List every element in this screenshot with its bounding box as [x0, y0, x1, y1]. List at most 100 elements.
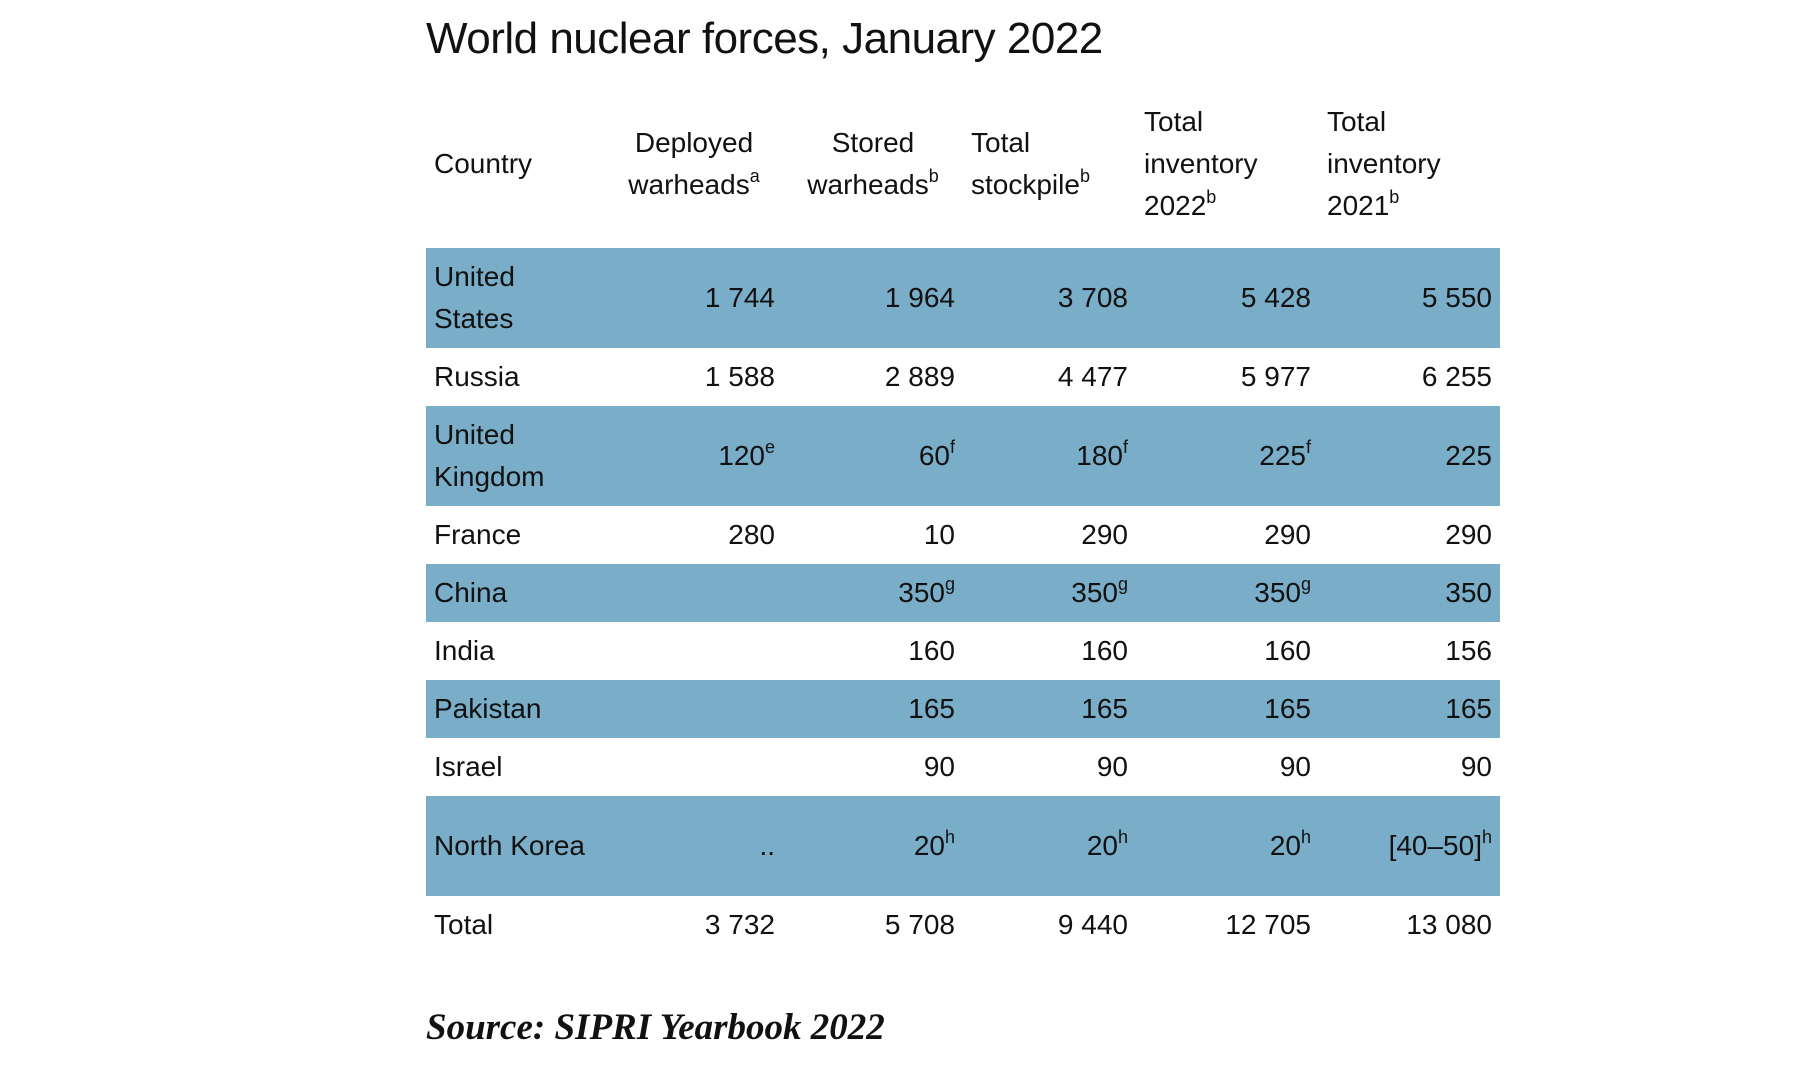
table-row-israel: Israel 90 90 90 90 — [426, 738, 1500, 796]
footnote-marker: h — [1481, 826, 1492, 847]
column-header-stockpile: Total stockpileb — [963, 80, 1136, 248]
cell-value: 160 — [1081, 635, 1128, 666]
table-row-china: China 350g 350g 350g 350 — [426, 564, 1500, 622]
cell-value: 280 — [728, 519, 775, 550]
cell-value: 2 889 — [884, 361, 955, 392]
value-cell: 12 705 — [1136, 896, 1319, 954]
value-cell — [605, 680, 783, 738]
cell-value: 160 — [908, 635, 955, 666]
value-cell: 9 440 — [963, 896, 1136, 954]
footnote-marker: b — [1389, 186, 1400, 207]
value-cell: 160 — [1136, 622, 1319, 680]
value-cell: 290 — [1319, 506, 1500, 564]
footnote-marker: h — [1117, 826, 1128, 847]
value-cell: 90 — [963, 738, 1136, 796]
column-header-inventory-2022: Total inventory 2022b — [1136, 80, 1319, 248]
cell-value: 165 — [1264, 693, 1311, 724]
value-cell: 165 — [963, 680, 1136, 738]
table-row-total: Total 3 732 5 708 9 440 12 705 13 080 — [426, 896, 1500, 954]
cell-value: 90 — [1460, 751, 1492, 782]
cell-value: 5 977 — [1240, 361, 1311, 392]
table-row-russia: Russia 1 588 2 889 4 477 5 977 6 255 — [426, 348, 1500, 406]
footnote-marker: g — [1117, 573, 1128, 594]
value-cell: 5 977 — [1136, 348, 1319, 406]
cell-value: 225 — [1259, 440, 1306, 471]
value-cell: 165 — [1319, 680, 1500, 738]
cell-value: 290 — [1264, 519, 1311, 550]
cell-value: 60 — [918, 440, 950, 471]
cell-value: 90 — [1279, 751, 1311, 782]
nuclear-forces-table: Country Deployed warheadsa Stored warhea… — [426, 80, 1500, 954]
value-cell: 90 — [783, 738, 963, 796]
cell-value: 10 — [923, 519, 955, 550]
table-row-france: France 280 10 290 290 290 — [426, 506, 1500, 564]
value-cell: 290 — [1136, 506, 1319, 564]
value-cell: 160 — [963, 622, 1136, 680]
cell-value: [40–50] — [1388, 830, 1482, 861]
cell-value: 5 708 — [884, 909, 955, 940]
table-body: United States 1 744 1 964 3 708 5 428 5 550 Ru… — [426, 248, 1500, 954]
table-row-pakistan: Pakistan 165 165 165 165 — [426, 680, 1500, 738]
table-row-united-states: United States 1 744 1 964 3 708 5 428 5 550 — [426, 248, 1500, 348]
country-cell: India — [434, 635, 495, 666]
cell-value: 90 — [1096, 751, 1128, 782]
table-row-united-kingdom: United Kingdom 120e 60f 180f 225f 225 — [426, 406, 1500, 506]
cell-value: 20 — [913, 830, 945, 861]
cell-value: 1 588 — [704, 361, 775, 392]
country-cell: Total — [434, 909, 494, 940]
footnote-marker: b — [1206, 186, 1217, 207]
value-cell: 20h — [1136, 796, 1319, 896]
column-header-label: Total inventory 2021 — [1327, 106, 1441, 221]
footnote-marker: h — [944, 826, 955, 847]
country-cell: United Kingdom — [426, 406, 605, 506]
value-cell: 10 — [783, 506, 963, 564]
value-cell: 165 — [783, 680, 963, 738]
column-header-country: Country — [426, 80, 605, 248]
value-cell — [605, 738, 783, 796]
value-cell: 3 708 — [963, 248, 1136, 348]
value-cell: 156 — [1319, 622, 1500, 680]
value-cell: 6 255 — [1319, 348, 1500, 406]
value-cell: [40–50]h — [1319, 796, 1500, 896]
cell-value: 6 255 — [1421, 361, 1492, 392]
value-cell: .. — [605, 796, 783, 896]
value-cell: 350g — [1136, 564, 1319, 622]
value-cell: 5 550 — [1319, 248, 1500, 348]
value-cell: 2 889 — [783, 348, 963, 406]
column-header-label: Stored warheads — [807, 127, 929, 200]
cell-value: 120 — [718, 440, 765, 471]
column-header-label: Country — [434, 148, 533, 179]
value-cell: 180f — [963, 406, 1136, 506]
country-cell: Israel — [434, 751, 503, 782]
value-cell: 350g — [963, 564, 1136, 622]
value-cell: 225 — [1319, 406, 1500, 506]
cell-value: 90 — [923, 751, 955, 782]
value-cell: 225f — [1136, 406, 1319, 506]
country-cell: Pakistan — [426, 680, 605, 738]
footnote-marker: f — [949, 436, 955, 457]
cell-value: 1 744 — [704, 282, 775, 313]
cell-value: 3 732 — [704, 909, 775, 940]
value-cell: 4 477 — [963, 348, 1136, 406]
cell-value: 5 428 — [1240, 282, 1311, 313]
cell-value: 20 — [1269, 830, 1301, 861]
cell-value: 350 — [1254, 577, 1301, 608]
value-cell — [605, 564, 783, 622]
cell-value: 290 — [1081, 519, 1128, 550]
footnote-marker: g — [1300, 573, 1311, 594]
footnote-marker: f — [1305, 436, 1311, 457]
footnote-marker: f — [1122, 436, 1128, 457]
footnote-marker: e — [764, 436, 775, 457]
column-header-label: Deployed warheads — [628, 127, 754, 200]
cell-value: 290 — [1445, 519, 1492, 550]
cell-value: 9 440 — [1057, 909, 1128, 940]
value-cell: 350 — [1319, 564, 1500, 622]
country-cell: North Korea — [426, 796, 605, 896]
cell-value: 1 964 — [884, 282, 955, 313]
value-cell: 350g — [783, 564, 963, 622]
value-cell: 165 — [1136, 680, 1319, 738]
footnote-marker: b — [1079, 165, 1090, 186]
cell-value: 4 477 — [1057, 361, 1128, 392]
cell-value: .. — [759, 830, 775, 861]
value-cell: 1 744 — [605, 248, 783, 348]
